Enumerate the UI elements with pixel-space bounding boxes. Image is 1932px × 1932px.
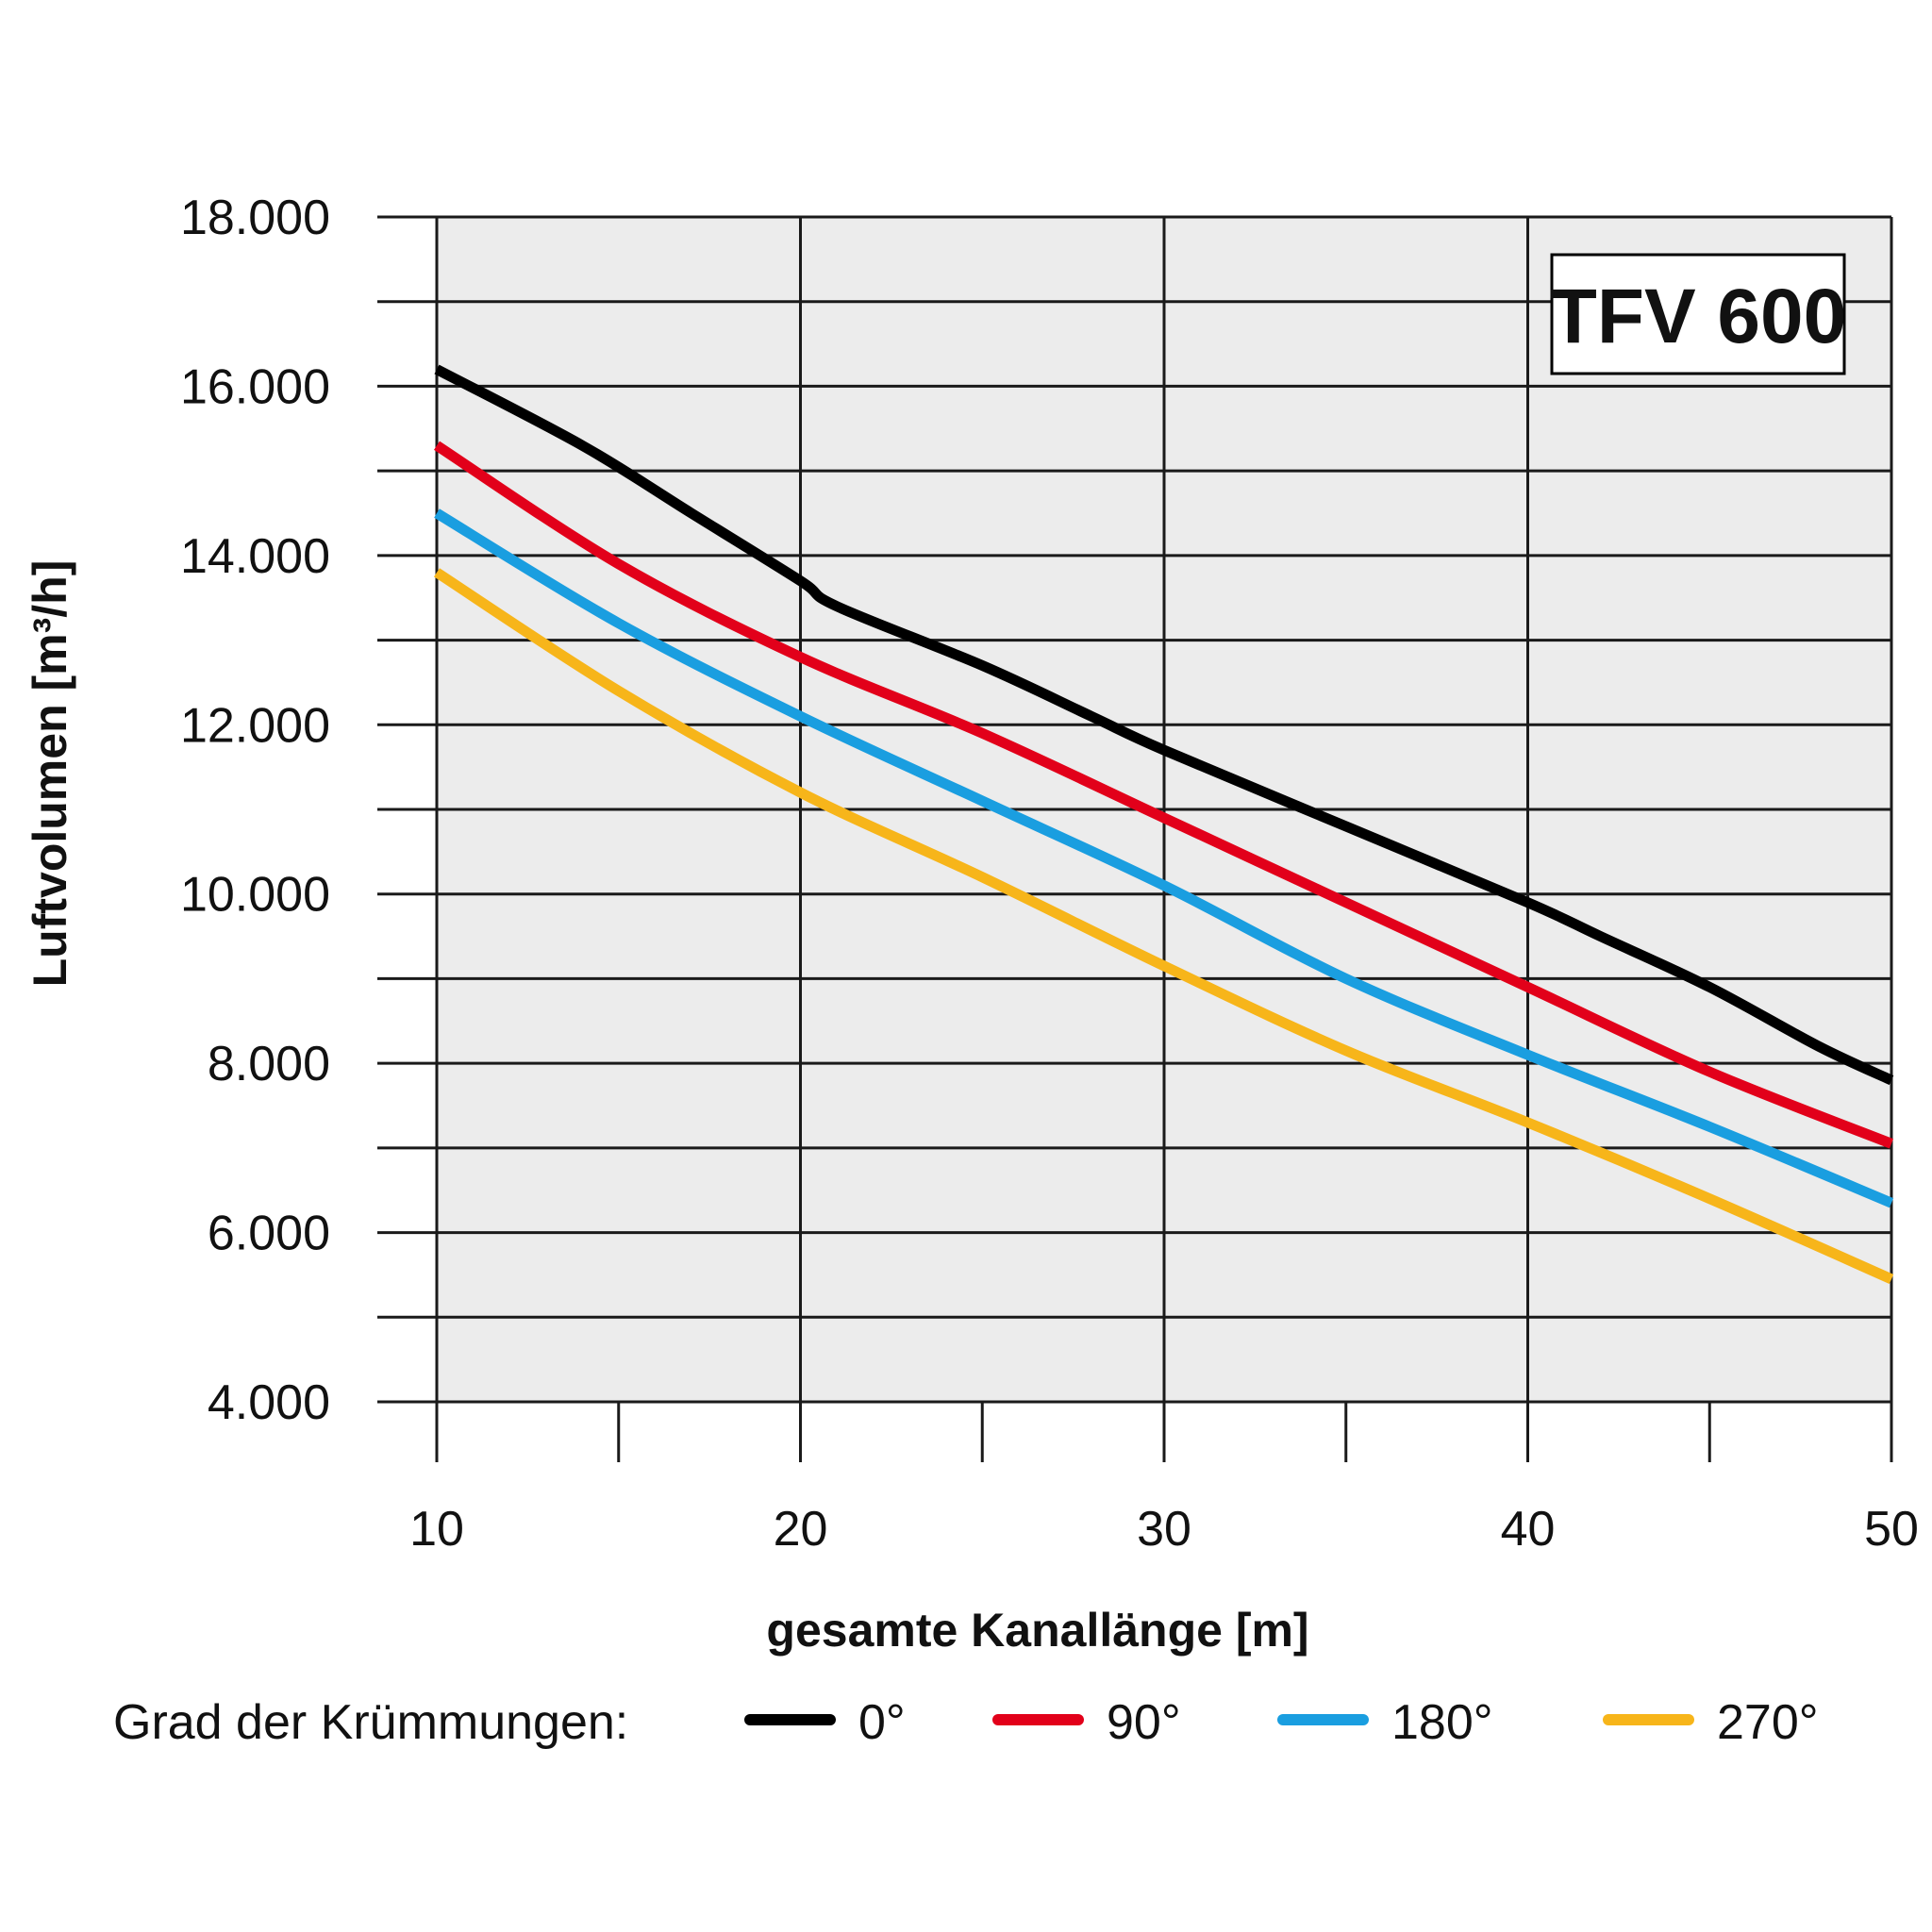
x-tick-label: 20: [774, 1502, 828, 1557]
y-tick-label: 14.000: [180, 529, 330, 584]
legend: Grad der Krümmungen: 0° 90° 180° 270°: [113, 1695, 1819, 1750]
y-tick-label: 6.000: [208, 1207, 330, 1261]
x-tick-label: 50: [1864, 1502, 1919, 1557]
series-line-90-deg: [433, 441, 1894, 1149]
y-tick-label: 8.000: [208, 1037, 330, 1091]
legend-label-0-deg: 0°: [858, 1695, 906, 1750]
legend-title: Grad der Krümmungen:: [113, 1695, 628, 1750]
axis-tick-labels: 4.000 6.000 8.000 10.000 12.000 14.000 16.000 1…: [180, 191, 1919, 1557]
legend-items: 0° 90° 180° 270°: [744, 1695, 1819, 1750]
y-axis-title: Luftvolumen [m³/h]: [24, 560, 76, 988]
legend-label-90-deg: 90°: [1107, 1695, 1181, 1750]
y-tick-label: 10.000: [180, 868, 330, 923]
series-line-0-deg: [434, 364, 1894, 1086]
y-tick-label: 16.000: [180, 359, 330, 414]
x-tick-label: 40: [1501, 1502, 1556, 1557]
series-line-270-deg: [433, 568, 1894, 1284]
legend-label-180-deg: 180°: [1391, 1695, 1493, 1750]
model-label-box: TFV 600: [1550, 253, 1846, 375]
y-tick-label: 4.000: [208, 1375, 330, 1430]
x-tick-label: 30: [1137, 1502, 1191, 1557]
x-tick-label: 10: [409, 1502, 464, 1557]
y-tick-label: 12.000: [180, 698, 330, 753]
model-label: TFV 600: [1550, 274, 1846, 359]
x-axis-title: gesamte Kanallänge [m]: [766, 1604, 1308, 1657]
legend-label-270-deg: 270°: [1717, 1695, 1819, 1750]
y-tick-label: 18.000: [180, 191, 330, 245]
model-label-frame: [1550, 253, 1846, 375]
series-line-180-deg: [434, 508, 1894, 1208]
series-lines: [433, 364, 1894, 1284]
